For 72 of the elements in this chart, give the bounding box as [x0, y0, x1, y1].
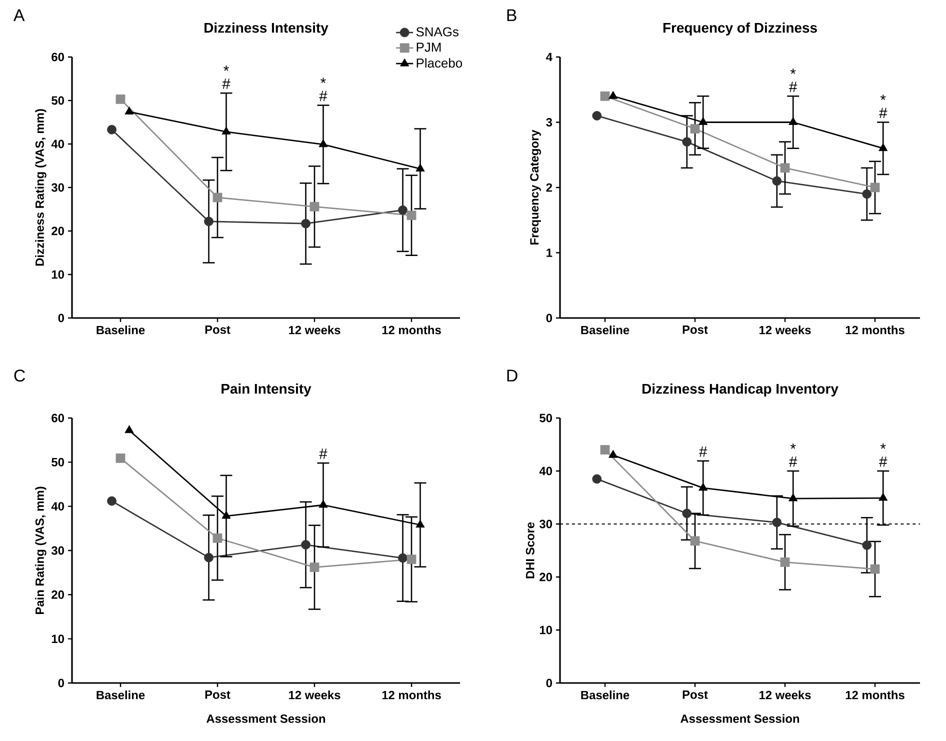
y-tick-label: 50 [52, 458, 64, 466]
annotation: # [789, 456, 798, 467]
y-tick-label: 0 [58, 314, 64, 322]
chart-title: Pain Intensity [222, 383, 312, 396]
x-tick-label: Post [205, 690, 230, 699]
y-tick-label: 10 [52, 634, 64, 644]
y-tick-label: 60 [52, 414, 64, 422]
y-tick-label: 30 [539, 520, 552, 528]
annotation: # [879, 456, 888, 467]
legend-label: SNAGs [416, 27, 458, 36]
annotation: * [880, 444, 886, 449]
y-tick-label: 2 [546, 183, 552, 192]
annotation: # [789, 82, 798, 92]
y-tick-label: 0 [58, 678, 64, 688]
annotation: # [319, 448, 328, 459]
legend-label: Placebo [416, 58, 462, 68]
annotation: # [699, 446, 708, 457]
y-tick-label: 3 [546, 118, 552, 126]
annotation: # [222, 78, 230, 89]
text: C [14, 370, 26, 382]
x-tick-label: Baseline [96, 690, 145, 700]
chart-title: Dizziness Handicap Inventory [642, 383, 838, 396]
annotation: * [320, 78, 326, 84]
annotation: * [790, 444, 796, 449]
y-axis-title: DHI Score [526, 522, 534, 578]
y-axis-title: Frequency Category [530, 130, 541, 244]
text: A [13, 9, 25, 22]
y-tick-label: 30 [51, 183, 64, 192]
y-tick-label: 40 [539, 466, 552, 476]
x-tick-label: 12 months [382, 326, 441, 334]
annotation: * [790, 68, 796, 74]
text: B [507, 9, 516, 22]
y-tick-label: 40 [51, 502, 64, 511]
text: D [507, 370, 518, 382]
y-tick-label: 20 [540, 572, 552, 582]
x-tick-label: 12 months [382, 690, 441, 700]
chart-title: Dizziness Intensity [204, 22, 328, 36]
y-tick-label: 60 [52, 52, 64, 62]
x-tick-label: Post [205, 326, 230, 334]
annotation: # [319, 90, 328, 102]
y-tick-label: 0 [546, 314, 552, 322]
y-tick-label: 10 [540, 626, 552, 634]
x-tick-label: 12 weeks [760, 690, 811, 700]
x-tick-label: 12 months [846, 326, 904, 334]
x-tick-label: Post [682, 690, 708, 699]
x-tick-label: 12 weeks [288, 690, 340, 700]
y-tick-label: 30 [51, 546, 64, 555]
x-tick-label: Baseline [581, 326, 630, 334]
y-tick-label: 10 [52, 270, 64, 279]
y-axis-title: Pain Rating (VAS, mm) [35, 486, 46, 614]
y-tick-label: 40 [51, 140, 64, 148]
y-tick-label: 20 [52, 226, 64, 236]
y-tick-label: 4 [546, 52, 552, 62]
y-tick-label: 50 [52, 96, 64, 105]
x-tick-label: 12 months [846, 690, 904, 700]
y-tick-label: 1 [546, 248, 552, 257]
chart-title: Frequency of Dizziness [663, 22, 817, 36]
x-axis-title: Assessment Session [680, 714, 800, 723]
legend-label: PJM [416, 42, 441, 52]
x-tick-label: Baseline [581, 690, 630, 700]
y-tick-label: 50 [540, 414, 552, 422]
annotation: # [879, 108, 888, 118]
x-tick-label: 12 weeks [760, 326, 811, 334]
y-tick-label: 20 [52, 590, 64, 599]
annotation: * [224, 66, 229, 71]
annotation: * [880, 94, 886, 100]
x-tick-label: 12 weeks [288, 326, 340, 334]
x-tick-label: Post [682, 326, 708, 334]
x-axis-title: Assessment Session [206, 714, 326, 723]
y-axis-title: Dizziness Rating (VAS, mm) [35, 109, 46, 266]
y-tick-label: 0 [546, 678, 552, 688]
x-tick-label: Baseline [96, 326, 145, 334]
